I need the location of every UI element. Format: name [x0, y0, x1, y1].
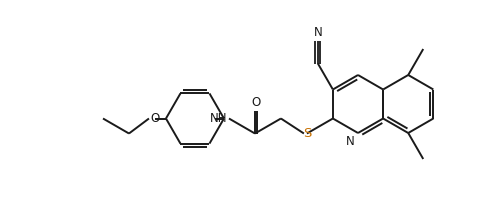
Text: O: O [151, 112, 160, 125]
Text: S: S [302, 127, 310, 140]
Text: N: N [346, 135, 354, 148]
Text: NH: NH [209, 112, 227, 125]
Text: O: O [251, 96, 260, 109]
Text: N: N [313, 26, 321, 39]
